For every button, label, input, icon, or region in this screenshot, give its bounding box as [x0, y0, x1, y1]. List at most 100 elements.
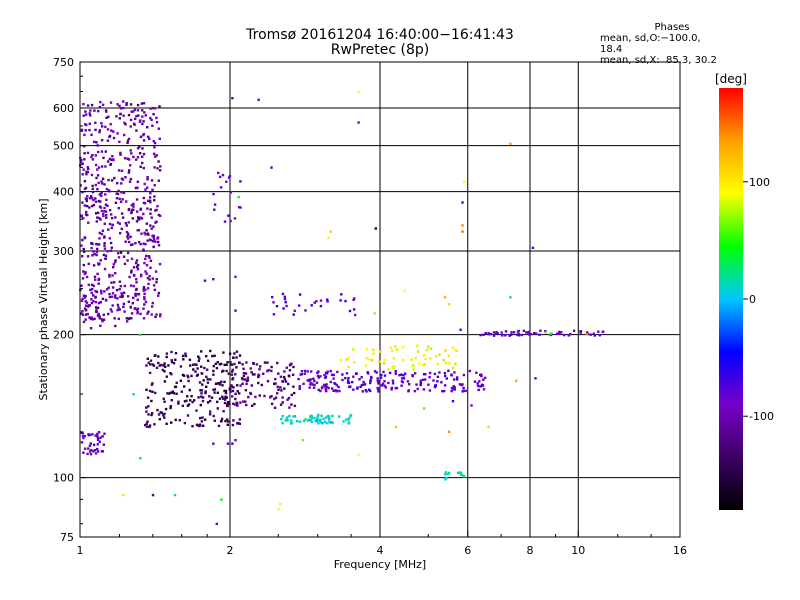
data-point: [173, 493, 177, 497]
data-point: [298, 387, 301, 390]
data-point: [146, 178, 149, 181]
data-point: [557, 332, 560, 335]
data-point: [445, 476, 448, 480]
data-point: [309, 419, 312, 422]
data-point: [89, 317, 93, 321]
data-point: [180, 390, 183, 393]
data-point: [90, 155, 93, 159]
data-point: [463, 180, 466, 183]
data-point: [125, 102, 128, 105]
data-point: [292, 313, 295, 316]
data-point: [142, 289, 145, 292]
data-point: [239, 401, 242, 404]
data-point: [231, 442, 234, 445]
data-point: [131, 302, 134, 305]
data-point: [88, 112, 91, 115]
data-point: [456, 378, 459, 381]
data-point: [117, 306, 120, 309]
data-point: [84, 294, 87, 298]
data-point: [601, 330, 605, 333]
data-point: [81, 201, 84, 204]
data-point: [122, 302, 126, 306]
data-point: [281, 292, 285, 296]
data-point: [425, 349, 429, 352]
data-point: [184, 354, 188, 358]
data-point: [87, 305, 90, 308]
data-point: [259, 365, 262, 368]
data-point: [351, 380, 354, 384]
data-point: [221, 395, 224, 398]
data-point: [149, 192, 152, 195]
data-point: [253, 373, 256, 376]
data-point: [293, 309, 296, 312]
data-point: [287, 396, 291, 400]
data-point: [158, 105, 161, 108]
colorbar-tick-label: 0: [749, 293, 756, 306]
data-point: [130, 257, 134, 260]
data-point: [224, 395, 227, 398]
data-point: [94, 197, 97, 200]
data-point: [94, 295, 97, 299]
data-point: [148, 371, 152, 375]
data-point: [91, 187, 94, 191]
data-point: [288, 375, 291, 378]
data-point: [80, 312, 83, 315]
data-point: [135, 259, 139, 262]
data-point: [108, 273, 111, 277]
data-point: [161, 368, 165, 372]
data-point: [138, 145, 141, 149]
data-point: [134, 186, 138, 190]
data-point: [143, 303, 146, 306]
data-point: [148, 425, 151, 429]
data-point: [97, 262, 100, 265]
data-point: [489, 332, 492, 336]
data-point: [334, 382, 337, 385]
data-point: [422, 407, 426, 410]
data-point: [86, 255, 90, 258]
data-point: [79, 161, 83, 164]
data-point: [146, 357, 149, 360]
data-point: [585, 332, 589, 335]
data-point: [213, 208, 216, 211]
data-point: [310, 417, 313, 420]
data-point: [226, 442, 230, 445]
data-point: [298, 304, 301, 307]
data-point: [100, 139, 104, 142]
data-point: [147, 361, 150, 364]
data-point: [129, 118, 133, 122]
data-point: [223, 363, 226, 367]
data-point: [82, 436, 85, 440]
data-point: [131, 243, 134, 246]
data-point: [270, 365, 273, 369]
data-point: [103, 242, 106, 245]
data-point: [105, 288, 109, 291]
data-point: [378, 380, 381, 383]
data-point: [347, 376, 350, 380]
data-point: [108, 292, 111, 296]
data-point: [149, 359, 153, 362]
data-point: [201, 383, 204, 386]
data-point: [90, 197, 94, 200]
data-point: [234, 403, 237, 406]
data-point: [236, 404, 239, 407]
data-point: [266, 380, 270, 383]
data-point: [114, 272, 117, 275]
data-point: [144, 242, 147, 246]
data-point: [153, 195, 156, 198]
data-point: [432, 379, 435, 382]
data-point: [400, 384, 403, 387]
data-point: [353, 361, 356, 364]
data-point: [144, 233, 147, 236]
data-point: [473, 380, 477, 383]
data-point: [372, 352, 375, 355]
data-point: [479, 385, 482, 388]
data-point: [98, 205, 102, 208]
data-point: [128, 180, 132, 183]
data-point: [151, 234, 154, 237]
data-point: [151, 301, 154, 305]
data-point: [87, 283, 90, 287]
data-point: [150, 383, 154, 386]
data-point: [331, 414, 334, 418]
data-point: [104, 125, 107, 129]
data-point: [444, 361, 448, 365]
